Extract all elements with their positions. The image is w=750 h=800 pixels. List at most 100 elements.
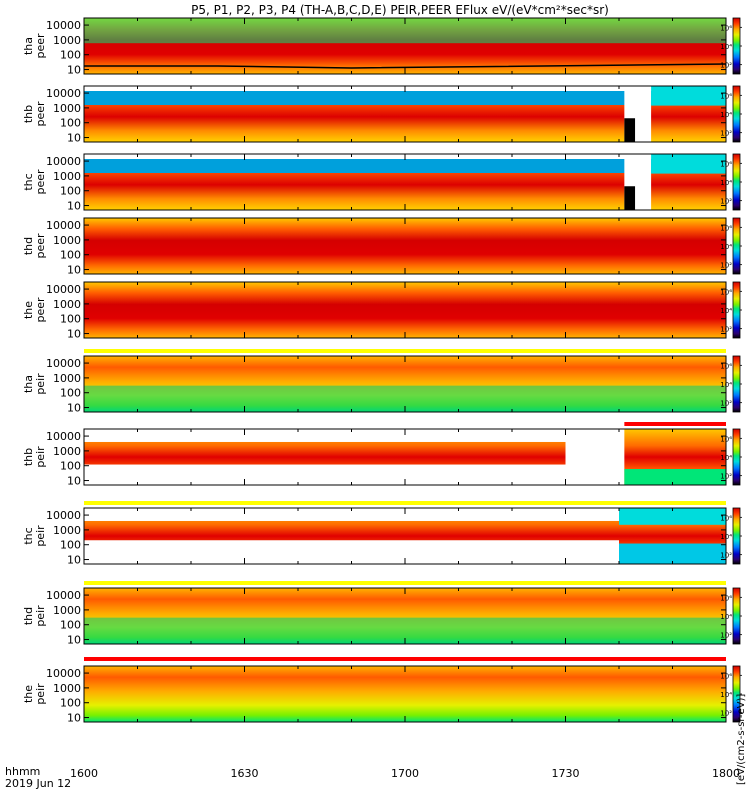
heatmap-field bbox=[84, 218, 726, 274]
colorbar-tick-label: 10⁴ bbox=[720, 533, 732, 541]
panel-product-label: peir bbox=[34, 373, 47, 395]
time-tick-label: 1800 bbox=[712, 767, 740, 780]
y-tick-label: 10000 bbox=[46, 155, 81, 168]
colorbar bbox=[732, 587, 741, 645]
colorbar-tick-label: 10⁴ bbox=[720, 43, 732, 51]
y-tick-label: 1000 bbox=[53, 298, 81, 311]
y-tick-label: 1000 bbox=[53, 682, 81, 695]
y-tick-label: 10000 bbox=[46, 430, 81, 443]
y-tick-label: 10 bbox=[67, 712, 81, 725]
colorbar-tick-label: 10⁴ bbox=[720, 381, 732, 389]
y-tick-label: 1000 bbox=[53, 34, 81, 47]
data-gap bbox=[84, 540, 619, 564]
colorbar bbox=[732, 428, 741, 486]
y-tick-label: 100 bbox=[60, 249, 81, 262]
y-tick-label: 10000 bbox=[46, 509, 81, 522]
y-tick-label: 1000 bbox=[53, 445, 81, 458]
time-tick-label: 1600 bbox=[70, 767, 98, 780]
panel-product-label: peer bbox=[34, 169, 47, 195]
panel-probe-label: thb bbox=[22, 448, 35, 466]
y-tick-label: 100 bbox=[60, 387, 81, 400]
panel-probe-label: thc bbox=[22, 527, 35, 544]
y-tick-label: 100 bbox=[60, 49, 81, 62]
colorbar-tick-label: 10⁴ bbox=[720, 454, 732, 462]
panel-product-label: peir bbox=[34, 525, 47, 547]
panel-probe-label: tha bbox=[22, 375, 35, 393]
time-axis-label-hhmm: hhmm bbox=[5, 765, 40, 778]
heatmap-field bbox=[619, 508, 726, 525]
y-tick-label: 1000 bbox=[53, 102, 81, 115]
time-tick-label: 1700 bbox=[391, 767, 419, 780]
colorbar-tick-label: 10² bbox=[720, 326, 732, 334]
colorbar bbox=[732, 217, 741, 275]
colorbar-tick-label: 10⁶ bbox=[720, 514, 732, 522]
colorbar bbox=[732, 153, 741, 211]
colorbar-tick-label: 10⁶ bbox=[720, 224, 732, 232]
y-tick-label: 10 bbox=[67, 554, 81, 567]
y-tick-label: 10000 bbox=[46, 87, 81, 100]
colorbar bbox=[732, 507, 741, 565]
spectrogram-panel: 10 100 1000 10000 thc peir bbox=[22, 501, 742, 567]
colorbar-tick-label: 10² bbox=[720, 710, 732, 718]
panel-product-label: peer bbox=[34, 33, 47, 59]
colorbar-tick-label: 10² bbox=[720, 632, 732, 640]
panel-product-label: peir bbox=[34, 446, 47, 468]
colorbar-tick-label: 10⁶ bbox=[720, 92, 732, 100]
data-gap bbox=[84, 429, 566, 442]
spectrogram-panel: 10 100 1000 10000 the peer bbox=[22, 281, 742, 341]
colorbar-tick-label: 10⁶ bbox=[720, 362, 732, 370]
spacecraft-potential-line bbox=[84, 63, 727, 69]
chart-title: P5, P1, P2, P3, P4 (TH-A,B,C,D,E) PEIR,P… bbox=[191, 3, 609, 17]
panel-probe-label: tha bbox=[22, 37, 35, 55]
y-tick-label: 10000 bbox=[46, 667, 81, 680]
y-tick-label: 10 bbox=[67, 634, 81, 647]
colorbar-tick-label: 10⁴ bbox=[720, 179, 732, 187]
heatmap-field bbox=[624, 469, 726, 485]
colorbar-tick-label: 10⁴ bbox=[720, 691, 732, 699]
colorbar-tick-label: 10⁶ bbox=[720, 288, 732, 296]
colorbar-tick-label: 10² bbox=[720, 552, 732, 560]
panel-product-label: peir bbox=[34, 605, 47, 627]
panel-probe-label: thd bbox=[22, 607, 35, 625]
panel-probe-label: the bbox=[22, 685, 35, 703]
heatmap-field bbox=[84, 282, 726, 338]
spectrogram-panel: 10 100 1000 10000 thc peer bbox=[22, 153, 742, 213]
colorbar-tick-label: 10⁴ bbox=[720, 111, 732, 119]
quality-flag-bar bbox=[84, 657, 726, 661]
panel-product-label: peer bbox=[34, 233, 47, 259]
time-tick-label: 1730 bbox=[552, 767, 580, 780]
y-tick-label: 10 bbox=[67, 328, 81, 341]
panel-probe-label: thb bbox=[22, 105, 35, 123]
colorbar-tick-label: 10² bbox=[720, 400, 732, 408]
heatmap-field bbox=[624, 118, 636, 142]
y-tick-label: 100 bbox=[60, 697, 81, 710]
heatmap-field bbox=[651, 86, 726, 106]
time-axis-label-date: 2019 Jun 12 bbox=[5, 777, 71, 790]
y-tick-label: 10 bbox=[67, 64, 81, 77]
y-tick-label: 10 bbox=[67, 132, 81, 145]
spectrogram-panel: 10 100 1000 10000 tha peer bbox=[22, 17, 742, 77]
spectrogram-panel: 10 100 1000 10000 tha peir bbox=[22, 349, 742, 415]
panel-product-label: peir bbox=[34, 683, 47, 705]
quality-flag-bar bbox=[624, 422, 726, 426]
time-axis: hhmm 2019 Jun 12 1600 1630 1700 1730 1800 bbox=[5, 765, 740, 790]
y-tick-label: 10 bbox=[67, 402, 81, 415]
panel-product-label: peer bbox=[34, 101, 47, 127]
heatmap-field bbox=[624, 186, 636, 210]
y-tick-label: 100 bbox=[60, 539, 81, 552]
y-tick-label: 10000 bbox=[46, 589, 81, 602]
data-gap bbox=[84, 464, 566, 485]
panel-probe-label: thd bbox=[22, 237, 35, 255]
y-tick-label: 100 bbox=[60, 313, 81, 326]
panel-probe-label: the bbox=[22, 301, 35, 319]
colorbar bbox=[732, 281, 741, 339]
colorbar-tick-label: 10⁶ bbox=[720, 435, 732, 443]
colorbar-tick-label: 10² bbox=[720, 198, 732, 206]
y-tick-label: 10 bbox=[67, 264, 81, 277]
colorbar-tick-label: 10² bbox=[720, 62, 732, 70]
colorbar bbox=[732, 355, 741, 413]
y-tick-label: 10 bbox=[67, 200, 81, 213]
heatmap-field bbox=[84, 91, 726, 105]
spectrogram-panel: 10 100 1000 10000 thb peir bbox=[22, 422, 742, 488]
